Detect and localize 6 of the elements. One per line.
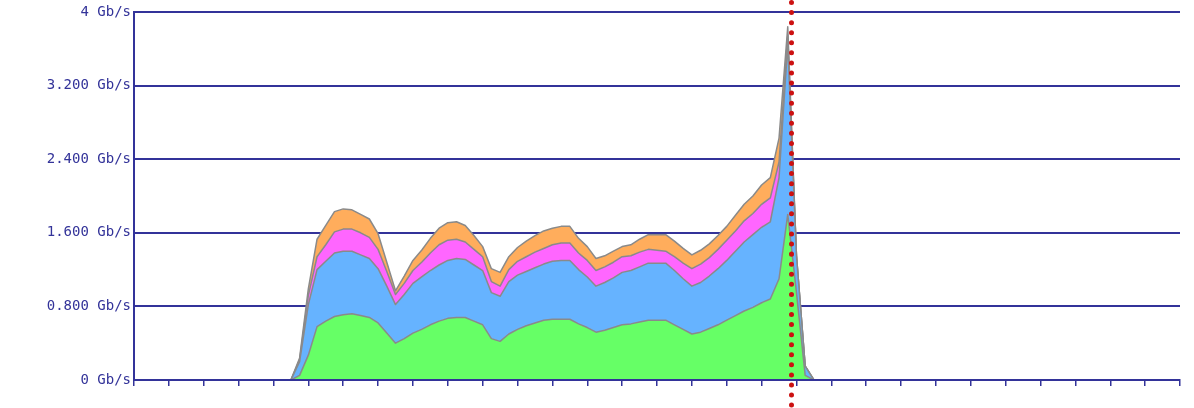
y-tick-label: 0.800 Gb/s (46, 297, 131, 314)
y-tick-label: 3.200 Gb/s (46, 76, 131, 93)
y-tick-label: 4 Gb/s (80, 2, 131, 19)
y-tick-label: 0 Gb/s (80, 370, 131, 387)
y-tick-label: 2.400 Gb/s (46, 149, 131, 166)
y-tick-label: 1.600 Gb/s (46, 223, 131, 240)
